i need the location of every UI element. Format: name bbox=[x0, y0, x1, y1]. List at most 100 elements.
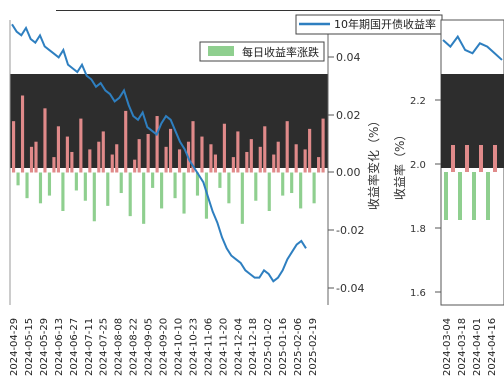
daily-change-bar bbox=[52, 157, 56, 173]
secondary-x-axis-labels: 2024-03-04 2024-03-18 2024-04-01 2024-04-16 bbox=[442, 318, 498, 376]
daily-change-bar bbox=[267, 172, 271, 211]
secondary-bars bbox=[444, 145, 497, 220]
legend: 10年期国开债收益率 每日收益率涨跌 bbox=[199, 14, 443, 62]
daily-change-bar bbox=[272, 154, 276, 173]
x-tick-label: 2024-05-29 bbox=[39, 318, 50, 376]
secondary-chart: 2.2 2.0 1.8 1.6 收益率（%） 2024-03-04 2024-03… bbox=[392, 19, 504, 376]
top-border bbox=[56, 10, 440, 11]
daily-change-bar bbox=[110, 154, 114, 173]
x-tick-label: 2024-12-04 bbox=[233, 318, 244, 376]
x-tick-label: 2025-01-16 bbox=[278, 318, 289, 376]
daily-change-bar bbox=[249, 139, 253, 173]
daily-change-bar bbox=[146, 134, 150, 173]
daily-change-bar bbox=[65, 136, 69, 173]
daily-change-bar bbox=[321, 118, 325, 173]
legend-swatch-change bbox=[208, 46, 234, 56]
daily-change-bar bbox=[195, 172, 200, 196]
secondary-x-tick-label: 2024-03-04 bbox=[442, 318, 453, 376]
daily-change-bar bbox=[222, 123, 226, 173]
daily-change-bar bbox=[88, 149, 92, 173]
secondary-bar bbox=[493, 145, 497, 172]
daily-change-bar bbox=[160, 172, 164, 209]
daily-change-bar bbox=[47, 172, 52, 196]
daily-change-bar bbox=[294, 144, 298, 173]
daily-change-bar bbox=[231, 157, 235, 173]
secondary-line bbox=[442, 34, 503, 61]
daily-change-bar bbox=[119, 172, 123, 194]
daily-change-bar bbox=[115, 144, 119, 173]
daily-change-bar bbox=[213, 154, 217, 173]
x-tick-label: 2024-05-15 bbox=[24, 318, 35, 376]
daily-change-bar bbox=[308, 128, 312, 173]
daily-change-bar bbox=[254, 172, 258, 201]
x-tick-label: 2024-10-23 bbox=[188, 318, 199, 376]
daily-change-bar bbox=[281, 172, 285, 196]
daily-change-bar bbox=[191, 121, 195, 173]
daily-change-bar bbox=[240, 172, 244, 224]
daily-change-bar bbox=[164, 146, 168, 173]
secondary-tick-label-2: 2.0 bbox=[410, 160, 426, 171]
daily-change-bar bbox=[285, 121, 289, 173]
secondary-bar bbox=[444, 172, 448, 220]
daily-change-bar bbox=[29, 146, 34, 173]
daily-change-bar bbox=[74, 172, 78, 191]
daily-change-bar bbox=[25, 172, 29, 199]
yield-line bbox=[11, 23, 307, 283]
x-tick-label: 2024-06-27 bbox=[69, 318, 80, 376]
daily-change-bar bbox=[34, 141, 38, 173]
x-tick-label: 2025-02-06 bbox=[293, 318, 304, 376]
daily-change-bar bbox=[97, 141, 101, 173]
daily-change-bar bbox=[155, 116, 159, 173]
daily-change-bar bbox=[182, 172, 186, 214]
daily-change-bar bbox=[173, 172, 177, 199]
daily-change-bar bbox=[61, 172, 65, 211]
secondary-x-tick-label: 2024-04-16 bbox=[487, 318, 498, 376]
x-tick-label: 2025-01-02 bbox=[263, 318, 274, 376]
daily-change-bar bbox=[43, 108, 47, 173]
daily-change-bar bbox=[106, 172, 110, 206]
x-tick-label: 2024-09-05 bbox=[144, 318, 155, 376]
secondary-y-label: 收益率（%） bbox=[392, 129, 407, 200]
x-tick-label: 2024-11-06 bbox=[203, 318, 214, 376]
right-tick-label-2: 0.02 bbox=[336, 109, 361, 122]
right-tick-label-1: 0.04 bbox=[336, 51, 361, 64]
daily-change-bar bbox=[137, 139, 141, 173]
daily-change-bar bbox=[56, 126, 60, 173]
secondary-bar bbox=[472, 172, 476, 220]
daily-change-bar bbox=[79, 118, 83, 173]
daily-change-bar bbox=[124, 110, 128, 173]
daily-change-bar bbox=[38, 172, 43, 204]
daily-change-bar bbox=[177, 149, 182, 173]
daily-change-bar bbox=[169, 128, 173, 173]
x-tick-label: 2024-12-18 bbox=[248, 318, 259, 376]
right-axis-label: 收益率变化（%） bbox=[366, 115, 381, 210]
daily-change-bar bbox=[276, 141, 280, 173]
daily-change-bar bbox=[317, 157, 321, 173]
daily-change-bar bbox=[299, 172, 303, 209]
right-tick-label-5: -0.04 bbox=[336, 282, 364, 295]
daily-change-bar bbox=[290, 172, 294, 194]
daily-change-bar bbox=[204, 172, 209, 219]
secondary-bar bbox=[486, 172, 490, 220]
secondary-bar bbox=[451, 145, 455, 172]
secondary-tick-label-4: 1.6 bbox=[410, 288, 426, 299]
daily-change-bar bbox=[236, 131, 240, 173]
secondary-tick-label-1: 2.2 bbox=[410, 96, 426, 107]
daily-change-bar bbox=[245, 151, 249, 173]
secondary-bar bbox=[458, 172, 462, 220]
daily-change-bar bbox=[218, 172, 222, 188]
x-tick-label: 2024-04-29 bbox=[9, 318, 20, 376]
x-tick-label: 2024-07-11 bbox=[84, 318, 95, 376]
daily-change-bar bbox=[83, 172, 87, 201]
x-axis-labels: 2024-04-29 2024-05-15 2024-05-29 2024-06-13… bbox=[9, 318, 319, 376]
x-tick-label: 2024-10-10 bbox=[173, 318, 184, 376]
right-tick-label-3: 0.00 bbox=[336, 166, 361, 179]
daily-change-bar bbox=[70, 151, 74, 173]
daily-change-bar bbox=[263, 126, 267, 173]
daily-change-bar bbox=[151, 172, 155, 188]
daily-change-bar bbox=[12, 121, 16, 173]
daily-change-bar bbox=[128, 172, 132, 217]
right-axis-ticks: 0.04 0.02 0.00 -0.02 -0.04 bbox=[328, 51, 364, 295]
